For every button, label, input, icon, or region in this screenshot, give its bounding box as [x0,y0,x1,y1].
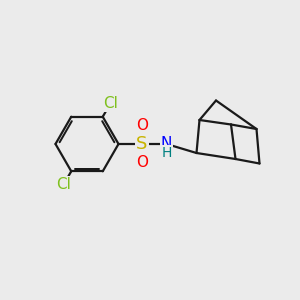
Text: O: O [136,155,148,170]
Text: H: H [161,146,172,160]
Text: S: S [136,135,148,153]
Text: Cl: Cl [56,177,71,192]
Text: O: O [136,118,148,133]
Text: Cl: Cl [103,96,118,111]
Text: N: N [161,136,172,152]
